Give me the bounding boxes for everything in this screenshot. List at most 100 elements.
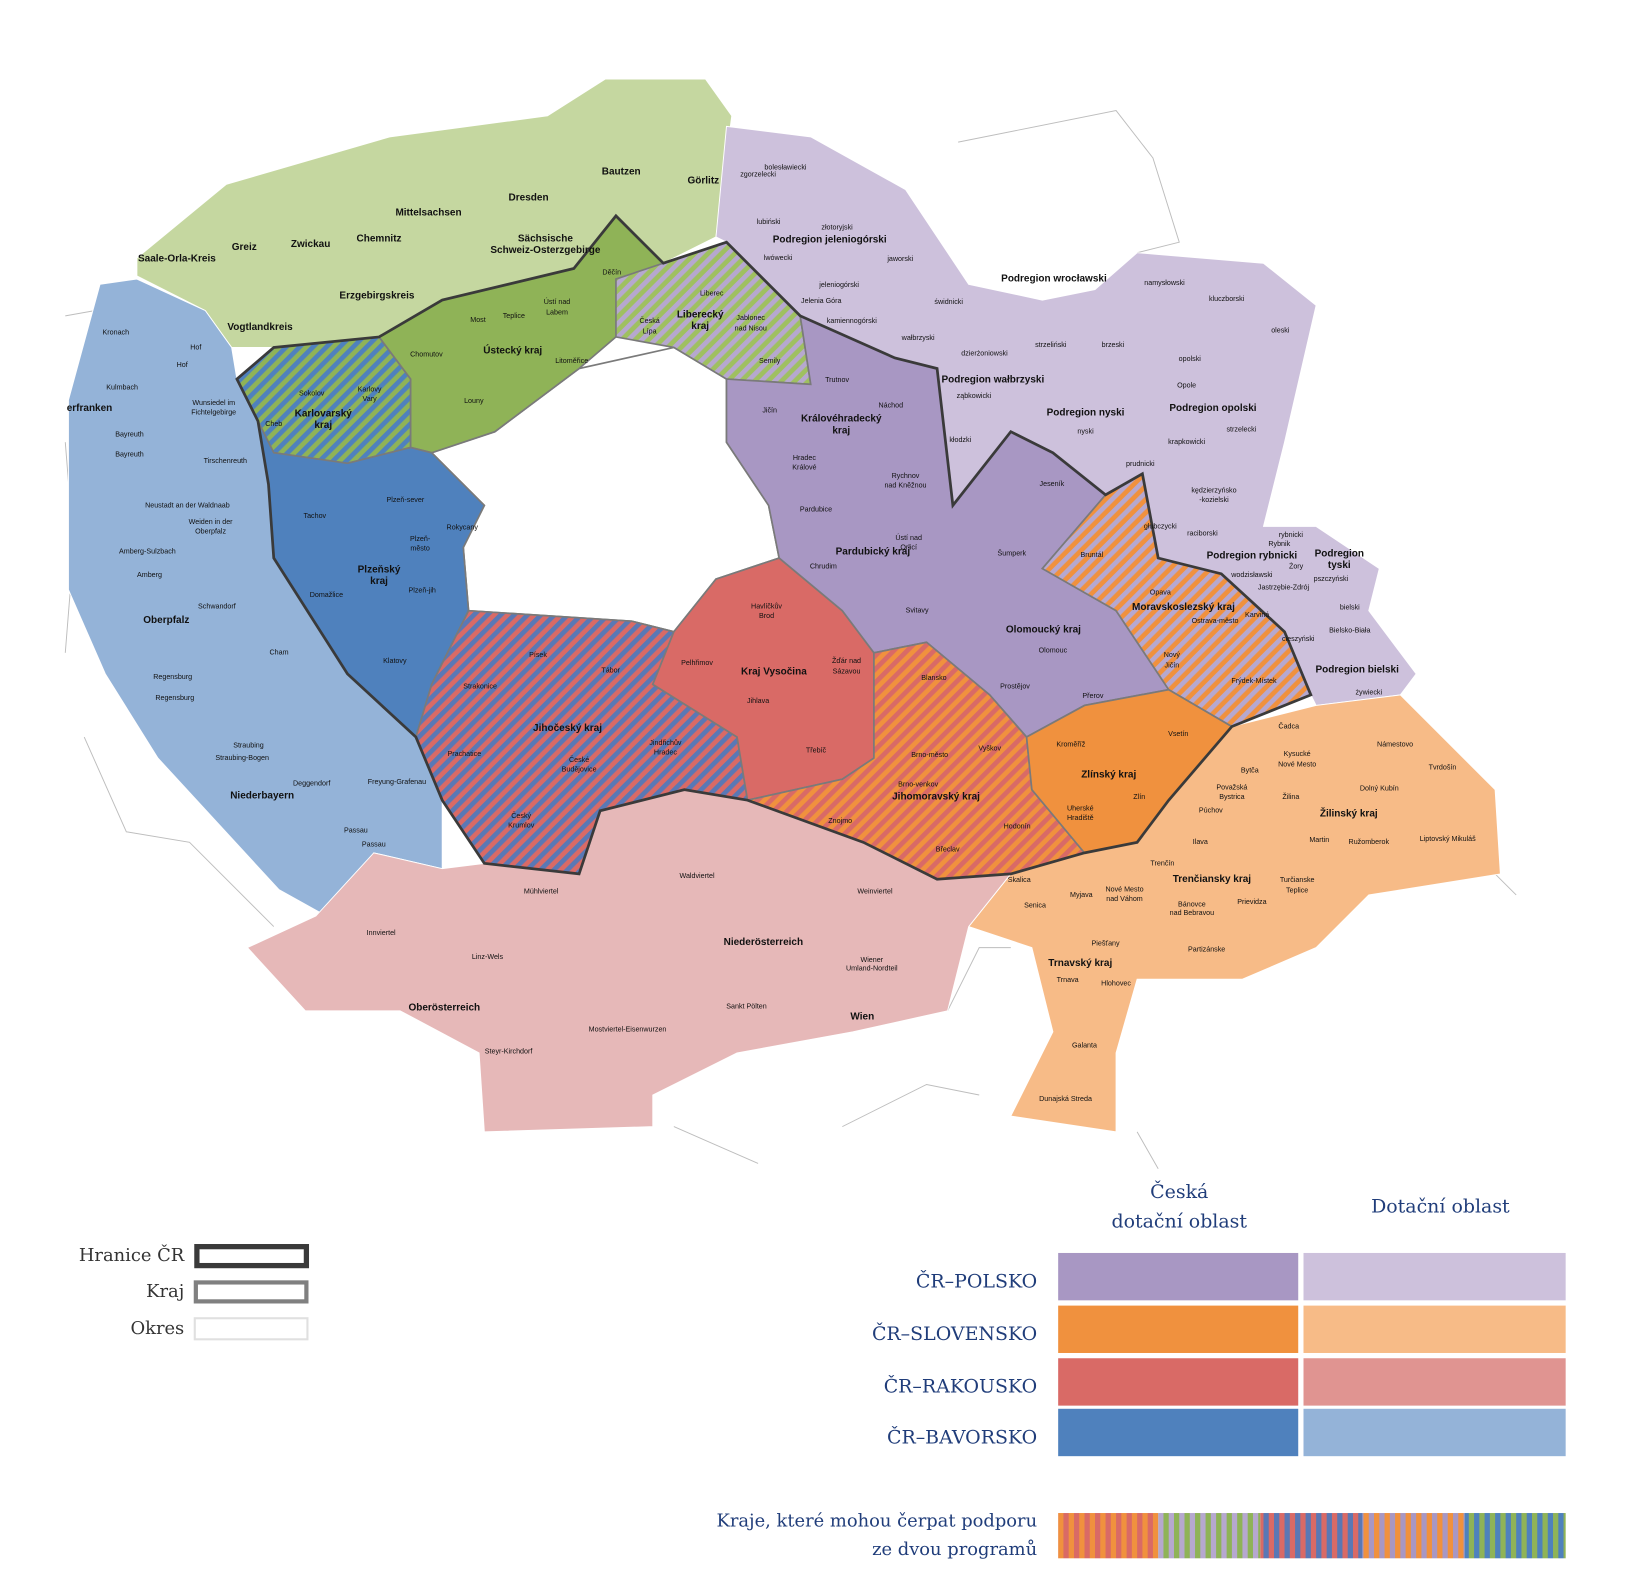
region-label: Tachov: [304, 512, 327, 520]
region-label: strzelecki: [1226, 425, 1256, 433]
region-label: Karviná: [1245, 611, 1269, 619]
region-label: Mittelsachsen: [395, 207, 461, 218]
region-label: brzeski: [1102, 341, 1125, 349]
legend-swatch: [1058, 1408, 1299, 1457]
region-label: rybnicki: [1279, 531, 1304, 539]
region-label: Neustadt an der Waldnaab: [145, 501, 230, 509]
region-label: Domažlice: [310, 591, 343, 599]
region-label: Podregion nyski: [1047, 407, 1125, 418]
legend-border-label: Okres: [130, 1318, 184, 1339]
region-label: Freyung-Grafenau: [368, 778, 426, 786]
legend-swatch: [1303, 1358, 1566, 1406]
region-label: Regensburg: [153, 673, 192, 681]
dual-swatch: [1464, 1513, 1566, 1559]
dual-swatch: [1158, 1513, 1261, 1559]
region-label: Děčín: [602, 269, 621, 277]
region-label: Bayreuth: [115, 451, 144, 459]
region-label: Brod: [759, 612, 774, 620]
region-label: Bytča: [1241, 767, 1259, 775]
region-label: Chrudim: [810, 562, 837, 570]
region-label: Dresden: [509, 193, 549, 204]
region-label: Havlíčkův: [751, 602, 782, 610]
region-label: Považská: [1216, 783, 1247, 791]
region-label: jeleniogórski: [818, 281, 859, 289]
region-label: Jihlava: [747, 697, 769, 705]
region-label: Budějovice: [562, 766, 597, 774]
region-label: Podregion: [1315, 548, 1364, 559]
region-label: České: [569, 755, 589, 764]
region-label: Prostějov: [1000, 682, 1030, 690]
region-label: Nové Mesto: [1278, 760, 1316, 768]
region-label: Liberecký: [677, 309, 724, 320]
legend-row-label: ČR–RAKOUSKO: [884, 1375, 1037, 1398]
region-label: kłodzki: [949, 436, 971, 444]
region-label: kraj: [691, 321, 709, 332]
region-label: Wien: [850, 1012, 874, 1023]
czech-border: [235, 213, 1313, 881]
region-label: Schweiz-Osterzgebirge: [490, 245, 600, 256]
region-label: Turčianske: [1280, 876, 1315, 884]
region-label: lubiński: [757, 218, 781, 226]
region-label: Lípa: [643, 328, 657, 336]
region-label: Waldviertel: [679, 872, 714, 880]
region-label: Svitavy: [906, 607, 929, 615]
region-label: Jindřichův: [649, 739, 682, 747]
labels: Bautzen Görlitz Dresden Mittelsachsen Chemni…: [67, 163, 1476, 1103]
region-label: -kozielski: [1199, 496, 1229, 504]
region-label: Opole: [1177, 381, 1196, 389]
region-label: Litoměřice: [555, 357, 588, 365]
region-label: nad Váhom: [1106, 895, 1143, 903]
region-label: Erzgebirgskreis: [339, 291, 414, 302]
region-label: Plzeňský: [358, 564, 401, 575]
okres-border: [673, 947, 1011, 1164]
region-label: Pardubický kraj: [836, 546, 911, 557]
region-label: prudnicki: [1126, 460, 1155, 468]
legend-border-swatch: [193, 1280, 309, 1304]
region-label: Schwandorf: [198, 602, 236, 610]
region-label: Bruntál: [1081, 551, 1104, 559]
legend-column-header: dotační oblast: [1111, 1210, 1247, 1232]
region-label: Jičín: [762, 407, 777, 415]
region-label: Rychnov: [892, 472, 920, 480]
region-label: Jastrzębie-Zdrój: [1258, 583, 1310, 591]
region-label: kraj: [314, 420, 332, 431]
region-label: kraj: [832, 425, 850, 436]
region-label: Hradiště: [1067, 814, 1094, 822]
region-label: jaworski: [886, 255, 913, 263]
region-label: kamiennogórski: [827, 317, 877, 325]
region-label: Oberpfalz: [195, 528, 226, 536]
region-label: Třebíč: [806, 747, 827, 755]
region-label: Wiener: [860, 956, 883, 964]
region-label: Hof: [177, 361, 188, 369]
region-slovakia: [967, 694, 1501, 1133]
region-label: Šumperk: [998, 549, 1027, 558]
dual-swatch: [1260, 1513, 1363, 1559]
region-label: Dunajská Streda: [1039, 1095, 1092, 1103]
region-label: Trnava: [1057, 976, 1079, 984]
region-label: Písek: [529, 651, 547, 659]
region-label: Karlovy: [358, 385, 382, 393]
region-label: Blansko: [921, 674, 946, 682]
region-label: kędzierzyńsko: [1191, 487, 1236, 495]
region-label: Greiz: [232, 242, 257, 253]
okres-border: [1136, 873, 1517, 1169]
legend-dual-label: ze dvou programů: [872, 1538, 1037, 1560]
region-label: Amberg-Sulzbach: [119, 548, 176, 556]
region-label: Louny: [464, 397, 484, 405]
legend-row-label: ČR–POLSKO: [916, 1269, 1037, 1292]
region-label: Hlohovec: [1101, 979, 1131, 987]
region-label: Jeseník: [1040, 480, 1065, 488]
region-label: świdnicki: [934, 298, 963, 306]
legend-swatch: [1303, 1408, 1566, 1457]
region-label: Galanta: [1072, 1041, 1097, 1049]
legend-border-label: Hranice ČR: [79, 1243, 185, 1266]
region-label: Krumlov: [508, 821, 535, 829]
region-label: Teplice: [1286, 887, 1308, 895]
dual-swatch: [1058, 1513, 1159, 1559]
region-label: Zwickau: [291, 239, 330, 250]
region-label: Moravskoslezský kraj: [1132, 602, 1235, 613]
region-label: Ústí nad: [895, 533, 922, 542]
region-label: Bautzen: [602, 166, 641, 177]
region-label: lwówecki: [764, 254, 793, 262]
region-label: Wunsiedel im: [192, 399, 235, 407]
